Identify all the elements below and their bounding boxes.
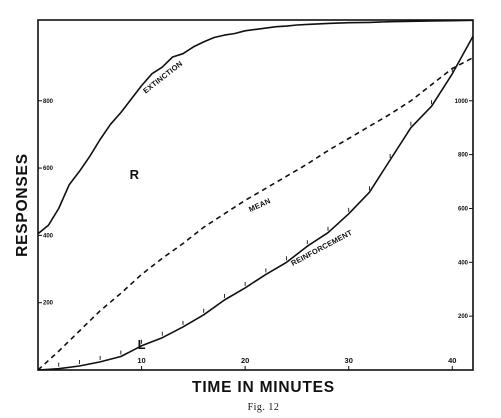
x-axis-title: TIME IN MINUTES (192, 379, 335, 396)
series-label-reinforcement: REINFORCEMENT (290, 228, 354, 268)
y-axis-title: RESPONSES (14, 153, 31, 257)
series-line-extinction (37, 19, 474, 235)
y-left-tick-label: 800 (43, 99, 54, 105)
figure-caption: Fig. 12 (248, 402, 280, 413)
y-left-tick-label: 400 (43, 233, 54, 239)
y-right-tick-label: 600 (458, 206, 469, 212)
y-right-tick-label: 1000 (455, 99, 469, 105)
curves (37, 19, 474, 371)
x-tick-label: 10 (137, 356, 145, 365)
y-left-tick-label: 200 (43, 301, 54, 307)
y-right-tick-label: 200 (458, 314, 469, 320)
x-tick-label: 20 (241, 356, 249, 365)
y-right-tick-label: 800 (458, 153, 469, 159)
series-line-reinforcement (37, 35, 474, 371)
series-label-extinction: EXTINCTION (141, 59, 184, 95)
series-line-mean (37, 56, 474, 371)
labels: 10 20 30 40 200 400 600 800 200 400 600 800 1000 EXTI… (14, 59, 469, 413)
x-tick-label: 30 (345, 356, 353, 365)
series-letter-r: R (130, 167, 140, 182)
ticks (38, 100, 473, 370)
series-label-mean: MEAN (247, 196, 272, 214)
plot-border (37, 19, 474, 371)
plot-frame (37, 19, 474, 371)
x-tick-label: 40 (448, 356, 456, 365)
y-right-tick-label: 400 (458, 260, 469, 266)
series-letter-l: L (138, 337, 146, 352)
y-left-tick-label: 600 (43, 166, 54, 172)
